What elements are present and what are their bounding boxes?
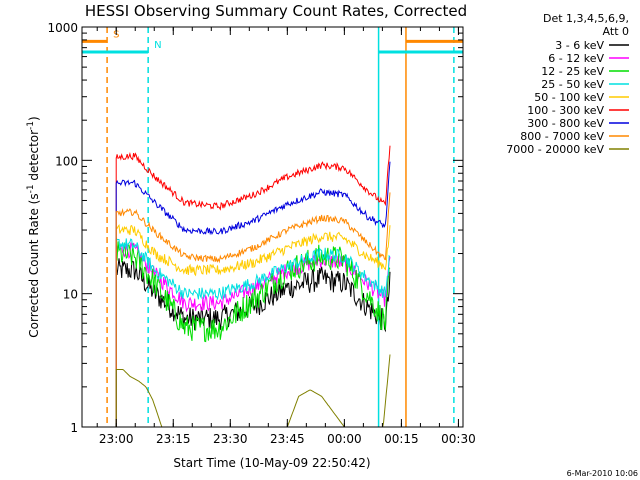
axes: 23:00 23:15 23:30 23:45 00:00 00:15 00:30 1 10 10… (47, 21, 475, 446)
y-axis-label-mid: detector (27, 130, 41, 185)
plot-frame (81, 26, 464, 428)
series-line-2 (115, 241, 391, 427)
y-axis-label-pre: Corrected Count Rate (s (27, 193, 41, 337)
x-tick-label-1: 23:15 (156, 432, 191, 446)
y-axis-label: Corrected Count Rate (s-1 detector-1) (26, 116, 41, 337)
x-axis-label: Start Time (10-May-09 22:50:42) (173, 456, 370, 470)
legend-header-line2: Att 0 (603, 25, 629, 38)
series-line-6 (115, 161, 391, 427)
x-tick-label-0: 23:00 (99, 432, 134, 446)
series-line-4 (115, 224, 391, 427)
series-line-8 (115, 354, 391, 428)
legend-label-5: 100 - 300 keV (527, 104, 604, 117)
series-line-1 (115, 242, 391, 427)
chart-title: HESSI Observing Summary Count Rates, Cor… (85, 2, 467, 20)
y-axis-label-post: ) (27, 116, 41, 121)
legend-label-7: 800 - 7000 keV (520, 130, 604, 143)
legend-label-1: 6 - 12 keV (548, 52, 604, 65)
x-tick-label-3: 23:45 (270, 432, 305, 446)
legend-label-8: 7000 - 20000 keV (506, 143, 604, 156)
legend-label-0: 3 - 6 keV (555, 39, 604, 52)
marker-label-6: N (154, 40, 161, 51)
legend-label-6: 300 - 800 keV (527, 117, 604, 130)
x-tick-label-5: 00:15 (384, 432, 419, 446)
legend-label-3: 25 - 50 keV (541, 78, 604, 91)
x-tick-label-6: 00:30 (441, 432, 476, 446)
y-axis-label-exp2: -1 (26, 121, 36, 130)
series-line-3 (115, 237, 391, 427)
y-tick-label-0: 1 (70, 421, 78, 435)
y-tick-label-3: 1000 (47, 21, 78, 35)
x-tick-label-2: 23:30 (213, 432, 248, 446)
series-line-5 (115, 145, 391, 427)
y-axis-label-exp1: -1 (26, 184, 36, 193)
legend-label-4: 50 - 100 keV (534, 91, 604, 104)
plot-area: SN (82, 27, 463, 428)
y-tick-label-2: 100 (55, 154, 78, 168)
x-tick-label-4: 00:00 (327, 432, 362, 446)
series-line-7 (115, 192, 391, 427)
y-tick-label-1: 10 (63, 288, 78, 302)
legend-label-2: 12 - 25 keV (541, 65, 604, 78)
legend-header-line1: Det 1,3,4,5,6,9, (543, 12, 629, 25)
footer-timestamp: 6-Mar-2010 10:06 (567, 469, 638, 478)
